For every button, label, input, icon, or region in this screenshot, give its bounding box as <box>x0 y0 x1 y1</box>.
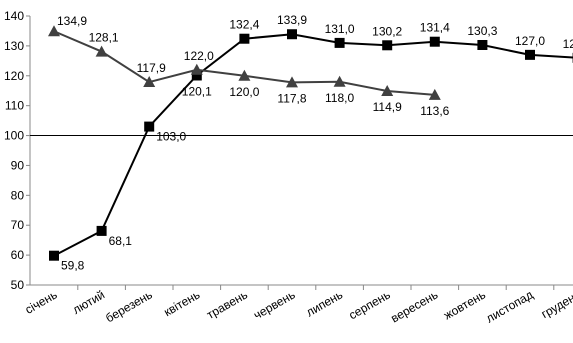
marker <box>382 40 392 50</box>
data-label: 131,4 <box>420 21 450 35</box>
x-tick-label: червень <box>251 287 297 322</box>
y-tick-label: 60 <box>11 248 25 262</box>
x-tick-label: грудень <box>539 287 573 321</box>
x-tick-label: березень <box>103 287 155 325</box>
marker <box>49 251 59 261</box>
data-label: 128,1 <box>89 31 119 45</box>
y-tick-label: 140 <box>4 9 24 23</box>
marker <box>239 34 249 44</box>
data-label: 130,3 <box>467 24 497 38</box>
y-tick-label: 70 <box>11 218 25 232</box>
x-tick-label: вересень <box>388 287 440 325</box>
marker <box>335 38 345 48</box>
x-tick-label: серпень <box>346 287 392 322</box>
marker <box>430 37 440 47</box>
data-label: 131,0 <box>325 22 355 36</box>
marker <box>97 226 107 236</box>
data-label: 122,0 <box>184 49 214 63</box>
marker <box>96 46 108 57</box>
data-label: 120,0 <box>229 85 259 99</box>
data-label: 117,9 <box>137 61 166 75</box>
x-tick-label: листопад <box>484 287 536 325</box>
marker <box>144 122 154 132</box>
data-label: 134,9 <box>57 14 87 28</box>
data-label: 126,0 <box>563 37 573 51</box>
y-tick-label: 120 <box>4 69 24 83</box>
y-tick-label: 130 <box>4 39 24 53</box>
marker <box>287 29 297 39</box>
data-label: 68,1 <box>109 234 133 248</box>
data-label: 127,0 <box>515 34 545 48</box>
x-tick-label: квітень <box>161 287 202 319</box>
y-tick-label: 90 <box>11 158 25 172</box>
data-label: 113,6 <box>420 104 449 118</box>
x-tick-label: липень <box>304 287 345 319</box>
data-label: 59,8 <box>61 259 85 273</box>
series-line <box>54 34 573 255</box>
data-label: 132,4 <box>229 18 259 32</box>
x-tick-label: лютий <box>70 287 107 316</box>
y-tick-label: 50 <box>11 278 25 292</box>
y-tick-label: 110 <box>5 99 24 113</box>
marker <box>191 64 203 75</box>
x-tick-label: травень <box>204 287 250 321</box>
marker <box>525 50 535 60</box>
data-label: 133,9 <box>277 13 307 27</box>
x-tick-label: січень <box>23 287 60 316</box>
x-tick-label: жовтень <box>441 287 488 322</box>
data-label: 103,0 <box>156 130 186 144</box>
marker <box>477 40 487 50</box>
data-label: 117,8 <box>277 91 306 105</box>
data-label: 114,9 <box>373 100 402 114</box>
y-tick-label: 100 <box>4 129 24 143</box>
data-label: 130,2 <box>372 24 402 38</box>
y-tick-label: 80 <box>11 188 25 202</box>
data-label: 118,0 <box>325 91 354 105</box>
data-label: 120,1 <box>182 84 212 98</box>
